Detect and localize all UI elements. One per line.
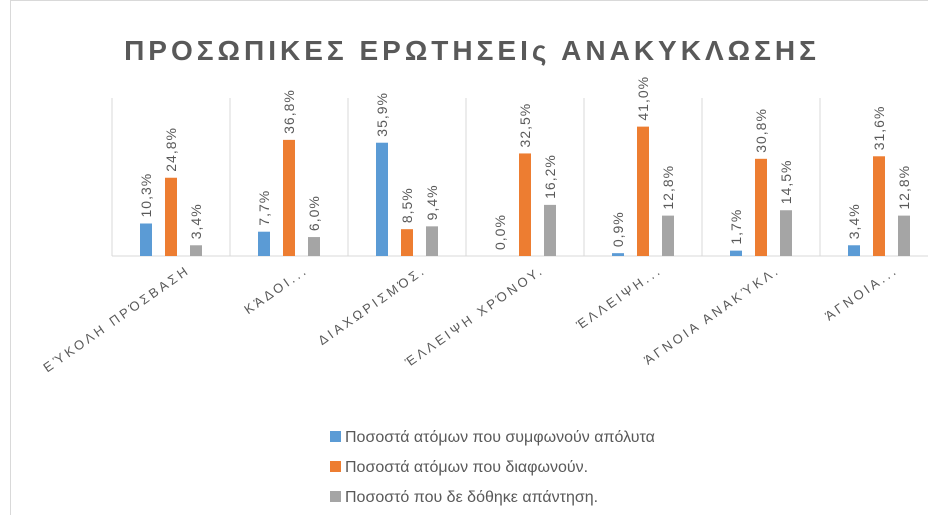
bar <box>873 156 885 256</box>
bar <box>165 177 177 256</box>
bar <box>258 231 270 256</box>
bar <box>662 215 674 256</box>
data-label: 7,7% <box>256 190 272 226</box>
data-label: 10,3% <box>138 173 154 218</box>
bar <box>780 210 792 256</box>
data-label: 32,5% <box>517 103 533 148</box>
data-label: 8,5% <box>399 187 415 223</box>
x-tick-label: ΈΛΛΕΙΨΗ... <box>573 262 665 333</box>
x-tick-label: ΆΓΝΟΙΑ ΑΝΑΚΎΚΛ. <box>641 262 783 367</box>
bar <box>755 158 767 256</box>
bar <box>401 229 413 256</box>
legend-label: Ποσοστά ατόμων που συμφωνούν απόλυτα <box>345 429 655 446</box>
chart-title: ΠΡΟΣΩΠΙΚΕΣ ΕΡΩΤΗΣΕΙς ΑΝΑΚΥΚΛΩΣΗΣ <box>124 35 820 66</box>
bar <box>898 215 910 256</box>
legend-swatch <box>330 461 341 472</box>
bar <box>283 139 295 256</box>
data-label: 35,9% <box>374 92 390 137</box>
data-label: 0,9% <box>610 211 626 247</box>
x-tick-label: ΕΎΚΟΛΗ ΠΡΌΣΒΑΣΗ <box>40 262 192 375</box>
data-label: 1,7% <box>728 209 744 245</box>
bar <box>544 204 556 256</box>
bar <box>519 153 531 256</box>
x-tick-label: ΈΛΛΕΙΨΗ ΧΡΌΝΟΥ. <box>401 262 546 370</box>
data-label: 36,8% <box>281 89 297 134</box>
chart-frame <box>10 0 928 515</box>
bar <box>612 253 624 256</box>
data-label: 31,6% <box>871 106 887 151</box>
data-label: 9,4% <box>424 184 440 220</box>
legend-swatch <box>330 431 341 442</box>
data-label: 3,4% <box>188 203 204 239</box>
bar <box>848 245 860 256</box>
data-label: 12,8% <box>896 165 912 210</box>
bar <box>426 226 438 256</box>
bar <box>308 237 320 256</box>
data-label: 24,8% <box>163 127 179 172</box>
bar <box>376 142 388 256</box>
data-label: 30,8% <box>753 108 769 153</box>
data-label: 6,0% <box>306 195 322 231</box>
data-label: 12,8% <box>660 165 676 210</box>
data-label: 16,2% <box>542 154 558 199</box>
bar <box>140 223 152 256</box>
data-label: 41,0% <box>635 76 651 121</box>
legend-label: Ποσοστά ατόμων που διαφωνούν. <box>345 459 588 476</box>
data-label: 0,0% <box>492 214 508 250</box>
x-tick-label: ΔΙΑΧΩΡΙΣΜΌΣ. <box>315 262 429 348</box>
data-label: 3,4% <box>846 203 862 239</box>
legend-swatch <box>330 491 341 502</box>
x-tick-label: ΆΓΝΟΙΑ... <box>822 262 901 323</box>
x-tick-label: ΚΆΔΟΙ... <box>241 262 310 317</box>
bar <box>730 250 742 256</box>
legend-label: Ποσοστό που δε δόθηκε απάντηση. <box>345 489 598 506</box>
bar <box>637 126 649 256</box>
bar <box>190 245 202 256</box>
data-label: 14,5% <box>778 160 794 205</box>
